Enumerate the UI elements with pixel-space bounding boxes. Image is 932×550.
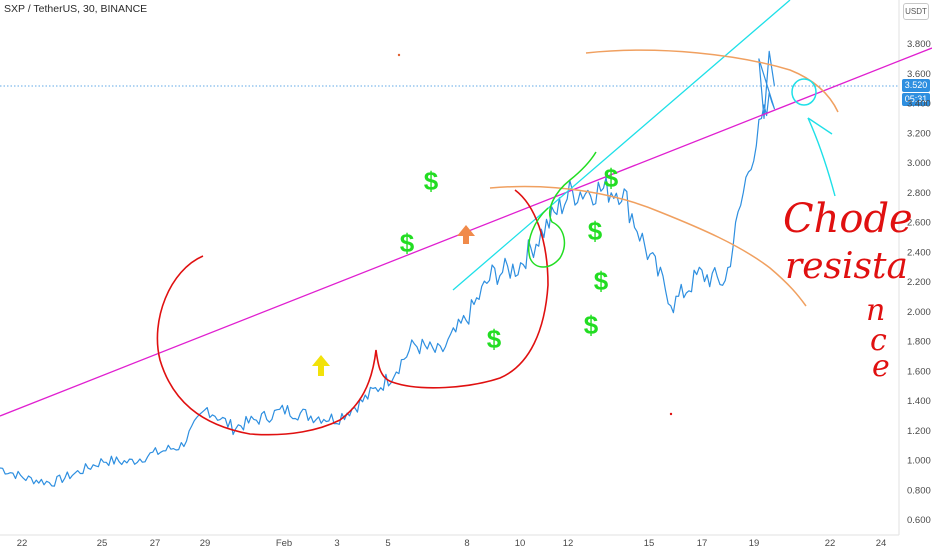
price-tick-label: 1.400 (907, 396, 931, 407)
price-tick-label: 3.600 (907, 69, 931, 80)
red-cup-handle-drawing (156, 189, 549, 436)
price-tick-label: 3.000 (907, 158, 931, 169)
time-tick-label: 17 (697, 538, 708, 549)
time-tick-label: 12 (563, 538, 574, 549)
dollar-sign-icon: $ (588, 216, 603, 246)
dollar-sign-icon: $ (569, 196, 570, 197)
price-tick-label: 0.600 (907, 515, 931, 526)
price-tick-label: 3.200 (907, 128, 931, 139)
price-tick-label: 3.800 (907, 39, 931, 50)
time-tick-label: 3 (334, 538, 339, 549)
dollar-sign-icon: $ (424, 166, 439, 196)
time-tick-label: 8 (464, 538, 469, 549)
orange-support-arc (489, 185, 807, 307)
annotation-dot (669, 412, 673, 416)
handwritten-label-line2: resista (785, 246, 908, 287)
handwritten-label-line1: Chode (783, 196, 913, 242)
price-tick-label: 1.200 (907, 426, 931, 437)
time-tick-label: 10 (515, 538, 526, 549)
chart-title: SXP / TetherUS, 30, BINANCE (4, 3, 148, 15)
candle-countdown-badge: 05:31 (902, 93, 930, 106)
time-tick-label: 25 (97, 538, 108, 549)
time-tick-label: 22 (825, 538, 836, 549)
cyan-target-circle (791, 78, 817, 106)
cyan-trendline (452, 0, 791, 291)
handwritten-label-line4: c (870, 323, 887, 358)
time-tick-label: 22 (17, 538, 28, 549)
dollar-sign-icon: $ (487, 324, 502, 354)
time-axis: 22 25 27 29 Feb 3 5 8 10 12 15 17 19 22 24 (17, 538, 887, 549)
time-tick-label: 5 (385, 538, 390, 549)
handwritten-label-line3: n (866, 293, 885, 328)
handwritten-label-line5: e (872, 349, 890, 384)
price-tick-label: 2.600 (907, 218, 931, 229)
cyan-arrow-head (807, 117, 833, 135)
price-tick-label: 1.600 (907, 366, 931, 377)
price-tick-label: 2.000 (907, 307, 931, 318)
dollar-sign-icon: $ (584, 310, 599, 340)
price-tick-label: 0.800 (907, 485, 931, 496)
price-tick-label: 1.800 (907, 337, 931, 348)
time-tick-label: Feb (276, 538, 292, 549)
price-tick-label: 2.800 (907, 188, 931, 199)
time-tick-label: 24 (876, 538, 887, 549)
time-tick-label: 19 (749, 538, 760, 549)
price-series-line (0, 50, 775, 487)
price-tick-label: 1.000 (907, 456, 931, 467)
price-tick-label: 2.400 (907, 247, 931, 258)
orange-up-arrow-icon (457, 225, 475, 244)
orange-resistance-arc (585, 49, 839, 113)
dollar-sign-icon: $ (594, 266, 609, 296)
time-tick-label: 29 (200, 538, 211, 549)
price-tick-label: 2.200 (907, 277, 931, 288)
annotation-dot (397, 53, 401, 57)
time-tick-label: 27 (150, 538, 161, 549)
price-tick-label: 3.400 (907, 99, 931, 110)
cyan-pointer-line (807, 117, 836, 197)
time-tick-label: 15 (644, 538, 655, 549)
last-price-badge: 3.520 (902, 79, 930, 92)
dollar-sign-icon: $ (604, 163, 619, 193)
currency-button[interactable]: USDT (903, 3, 929, 20)
green-breakout-loop (528, 151, 597, 268)
dollar-sign-icon: $ (400, 228, 415, 258)
yellow-up-arrow-icon (312, 355, 330, 376)
price-axis: 3.800 3.600 3.400 3.200 3.000 2.800 2.600 2.400… (907, 39, 931, 526)
